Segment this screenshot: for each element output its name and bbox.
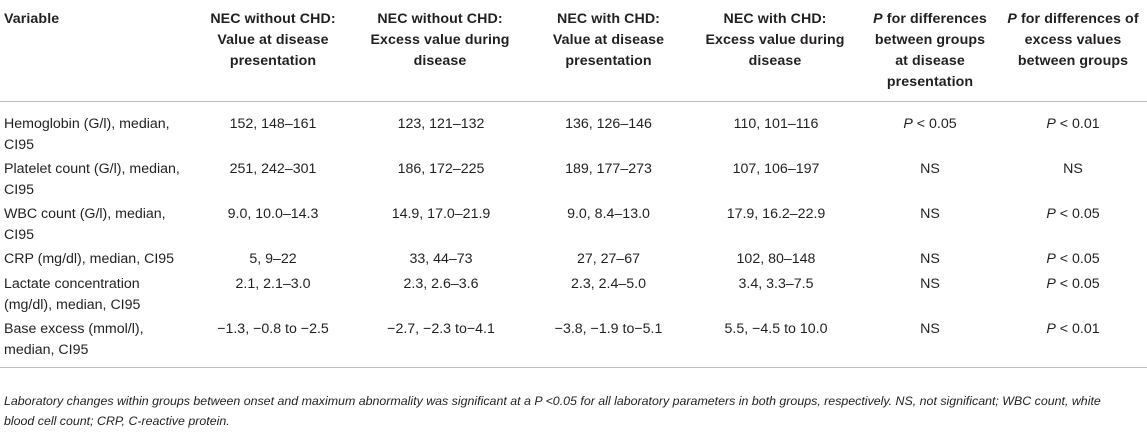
cell-nec-with-chd-presentation: 189, 177–273 — [565, 161, 652, 177]
lab-values-table: Variable NEC without CHD: Value at disea… — [0, 0, 1147, 368]
cell-nec-with-chd-presentation: 9.0, 8.4–13.0 — [567, 206, 650, 222]
cell-nec-without-chd-excess: 123, 121–132 — [397, 116, 485, 132]
cell-p-presentation: NS — [920, 161, 940, 177]
cell-nec-with-chd-presentation: 136, 126–146 — [565, 116, 652, 132]
cell-nec-with-chd-excess: 110, 101–116 — [733, 116, 819, 132]
cell-p-excess: P < 0.05 — [1046, 276, 1100, 292]
cell-nec-without-chd-excess: 2.3, 2.6–3.6 — [403, 276, 479, 292]
header-row: Variable NEC without CHD: Value at disea… — [0, 0, 1147, 102]
cell-nec-without-chd-excess: 14.9, 17.0–21.9 — [391, 206, 491, 222]
table-footnote: Laboratory changes within groups between… — [4, 394, 1101, 428]
cell-variable: CRP (mg/dl), median, CI95 — [4, 251, 175, 267]
cell-p-presentation: NS — [920, 276, 940, 292]
cell-nec-without-chd-presentation: −1.3, −0.8 to −2.5 — [190, 316, 356, 368]
cell-nec-without-chd-excess: −2.7, −2.3 to−4.1 — [356, 316, 526, 368]
cell-nec-without-chd-presentation: 251, 242–301 — [229, 161, 317, 177]
cell-variable: Platelet count (G/l), median, CI95 — [4, 161, 180, 198]
cell-nec-with-chd-excess: 107, 106–197 — [732, 161, 820, 177]
header-nec-without-chd-presentation: NEC without CHD: Value at disease presen… — [190, 0, 356, 102]
cell-p-excess: P < 0.05 — [1046, 206, 1100, 222]
cell-nec-without-chd-excess: 186, 172–225 — [397, 161, 485, 177]
cell-nec-with-chd-excess: 17.9, 16.2–22.9 — [726, 206, 826, 222]
header-p-excess: P for differences of excess values betwe… — [999, 0, 1147, 102]
header-variable: Variable — [0, 0, 190, 102]
header-nec-without-chd-excess: NEC without CHD: Excess value during dis… — [356, 0, 526, 102]
cell-variable: WBC count (G/l), median, CI95 — [4, 206, 166, 243]
cell-p-presentation: NS — [920, 251, 940, 267]
cell-nec-with-chd-excess: 5.5, −4.5 to 10.0 — [691, 316, 861, 368]
cell-p-excess: NS — [1063, 161, 1083, 177]
cell-variable: Base excess (mmol/l), median, CI95 — [0, 316, 190, 368]
cell-nec-with-chd-presentation: −3.8, −1.9 to−5.1 — [526, 316, 691, 368]
cell-p-excess: P < 0.01 — [1046, 116, 1100, 132]
cell-nec-with-chd-presentation: 2.3, 2.4–5.0 — [571, 276, 646, 292]
cell-p-excess: P < 0.05 — [1046, 251, 1100, 267]
table-row: Lactate concentration (mg/dl), median, C… — [0, 270, 1147, 316]
cell-p-excess: P < 0.01 — [999, 316, 1147, 368]
table-row: CRP (mg/dl), median, CI95 5, 9–22 33, 44… — [0, 246, 1147, 270]
table-row: WBC count (G/l), median, CI95 9.0, 10.0–… — [0, 201, 1147, 246]
table-row: Hemoglobin (G/l), median, CI95 152, 148–… — [0, 102, 1147, 157]
cell-nec-with-chd-excess: 102, 80–148 — [736, 251, 816, 267]
table-row: Base excess (mmol/l), median, CI95 −1.3,… — [0, 316, 1147, 368]
cell-nec-without-chd-presentation: 5, 9–22 — [249, 251, 297, 267]
cell-variable: Hemoglobin (G/l), median, CI95 — [4, 116, 170, 153]
cell-nec-without-chd-excess: 33, 44–73 — [409, 251, 473, 267]
cell-p-presentation: NS — [861, 316, 999, 368]
header-nec-with-chd-excess: NEC with CHD: Excess value during diseas… — [691, 0, 861, 102]
cell-nec-without-chd-presentation: 9.0, 10.0–14.3 — [227, 206, 319, 222]
cell-variable: Lactate concentration (mg/dl), median, C… — [4, 276, 141, 313]
cell-nec-without-chd-presentation: 152, 148–161 — [229, 116, 317, 132]
header-p-presentation: P for differences between groups at dise… — [861, 0, 999, 102]
cell-nec-with-chd-excess: 3.4, 3.3–7.5 — [738, 276, 814, 292]
cell-p-presentation: P < 0.05 — [903, 116, 957, 132]
table-row: Platelet count (G/l), median, CI95 251, … — [0, 156, 1147, 201]
cell-nec-without-chd-presentation: 2.1, 2.1–3.0 — [235, 276, 311, 292]
cell-nec-with-chd-presentation: 27, 27–67 — [576, 251, 641, 267]
cell-p-presentation: NS — [920, 206, 940, 222]
header-nec-with-chd-presentation: NEC with CHD: Value at disease presentat… — [526, 0, 691, 102]
